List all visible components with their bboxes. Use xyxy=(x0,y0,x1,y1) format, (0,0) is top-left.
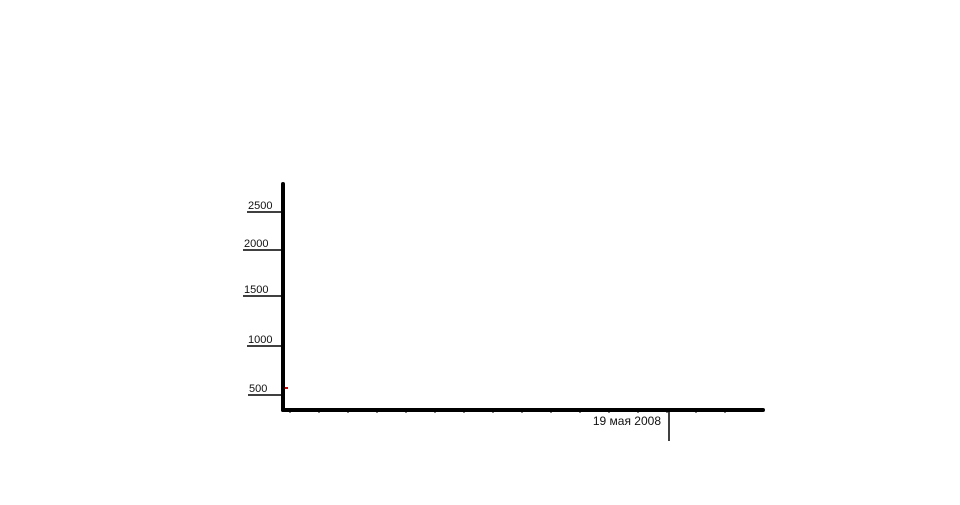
y-axis: 2500 2000 1500 1000 500 xyxy=(243,182,285,412)
y-tick-label: 2000 xyxy=(244,238,268,250)
y-tick-label: 1000 xyxy=(248,334,272,346)
x-marker-label: 19 мая 2008 xyxy=(593,414,661,428)
y-tick-label: 500 xyxy=(249,383,267,395)
y-tick-label: 1500 xyxy=(244,284,268,296)
x-axis: 19 мая 2008 xyxy=(281,408,765,441)
y-tick-label: 2500 xyxy=(248,200,272,212)
